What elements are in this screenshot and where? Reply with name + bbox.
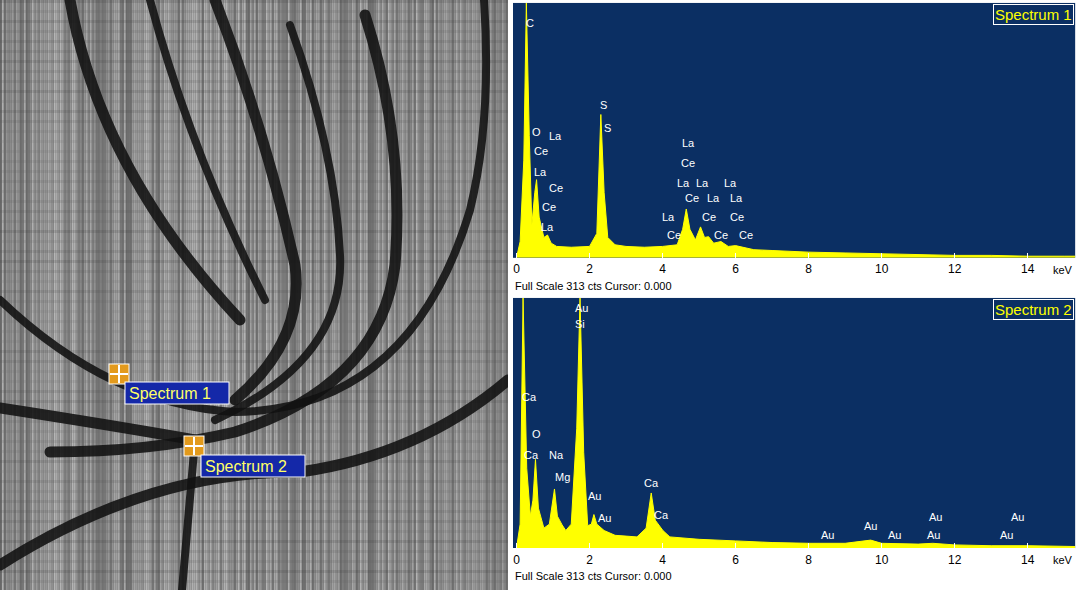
svg-text:Ca: Ca xyxy=(644,477,659,489)
svg-text:Au: Au xyxy=(575,302,588,314)
svg-text:0: 0 xyxy=(513,553,520,567)
svg-text:S: S xyxy=(604,122,611,134)
svg-text:Ce: Ce xyxy=(667,229,681,241)
svg-text:0: 0 xyxy=(513,262,520,276)
svg-text:Ce: Ce xyxy=(542,201,556,213)
svg-text:Ca: Ca xyxy=(654,509,669,521)
svg-text:2: 2 xyxy=(586,553,593,567)
svg-text:Au: Au xyxy=(888,529,901,541)
svg-text:Full Scale 313 cts Cursor: 0.0: Full Scale 313 cts Cursor: 0.000 xyxy=(515,570,672,582)
svg-text:keV: keV xyxy=(1053,554,1073,566)
svg-text:10: 10 xyxy=(875,553,889,567)
svg-text:Ce: Ce xyxy=(685,192,699,204)
svg-text:Au: Au xyxy=(929,511,942,523)
svg-text:La: La xyxy=(682,137,695,149)
svg-text:La: La xyxy=(662,211,675,223)
svg-text:keV: keV xyxy=(1053,264,1073,276)
svg-text:2: 2 xyxy=(586,262,593,276)
svg-text:Au: Au xyxy=(588,490,601,502)
svg-text:Ce: Ce xyxy=(549,182,563,194)
svg-text:Ce: Ce xyxy=(714,229,728,241)
svg-text:12: 12 xyxy=(948,262,962,276)
svg-text:La: La xyxy=(696,177,709,189)
svg-text:Au: Au xyxy=(1011,511,1024,523)
svg-text:6: 6 xyxy=(732,553,739,567)
svg-text:8: 8 xyxy=(805,262,812,276)
svg-text:12: 12 xyxy=(948,553,962,567)
svg-text:Spectrum 2: Spectrum 2 xyxy=(205,458,287,475)
svg-text:La: La xyxy=(707,192,720,204)
svg-text:Spectrum 1: Spectrum 1 xyxy=(995,6,1072,23)
svg-text:4: 4 xyxy=(659,262,666,276)
svg-text:La: La xyxy=(534,166,547,178)
svg-text:14: 14 xyxy=(1021,553,1035,567)
svg-text:C: C xyxy=(526,17,534,29)
svg-text:S: S xyxy=(600,99,607,111)
svg-text:Au: Au xyxy=(864,520,877,532)
svg-text:Ce: Ce xyxy=(739,229,753,241)
svg-text:Au: Au xyxy=(1000,529,1013,541)
svg-text:Au: Au xyxy=(927,529,940,541)
svg-text:Au: Au xyxy=(598,512,611,524)
svg-text:Full Scale 313 cts Cursor: 0.0: Full Scale 313 cts Cursor: 0.000 xyxy=(515,280,672,292)
svg-text:Ca: Ca xyxy=(522,391,537,403)
svg-text:Si: Si xyxy=(575,318,585,330)
svg-text:O: O xyxy=(532,428,541,440)
svg-text:14: 14 xyxy=(1021,262,1035,276)
svg-text:La: La xyxy=(549,130,562,142)
svg-text:Ce: Ce xyxy=(681,157,695,169)
svg-text:La: La xyxy=(677,177,690,189)
svg-text:10: 10 xyxy=(875,262,889,276)
svg-text:Au: Au xyxy=(821,529,834,541)
svg-text:La: La xyxy=(730,192,743,204)
svg-text:6: 6 xyxy=(732,262,739,276)
svg-text:Mg: Mg xyxy=(555,471,570,483)
svg-text:Spectrum 1: Spectrum 1 xyxy=(129,385,211,402)
svg-text:Ce: Ce xyxy=(534,145,548,157)
svg-text:La: La xyxy=(541,221,554,233)
svg-text:Ce: Ce xyxy=(730,211,744,223)
svg-text:Ce: Ce xyxy=(702,211,716,223)
svg-text:8: 8 xyxy=(805,553,812,567)
svg-text:Spectrum 2: Spectrum 2 xyxy=(995,301,1072,318)
svg-text:4: 4 xyxy=(659,553,666,567)
svg-text:Na: Na xyxy=(549,449,564,461)
svg-text:La: La xyxy=(724,177,737,189)
svg-text:Ca: Ca xyxy=(524,449,539,461)
svg-text:O: O xyxy=(532,126,541,138)
